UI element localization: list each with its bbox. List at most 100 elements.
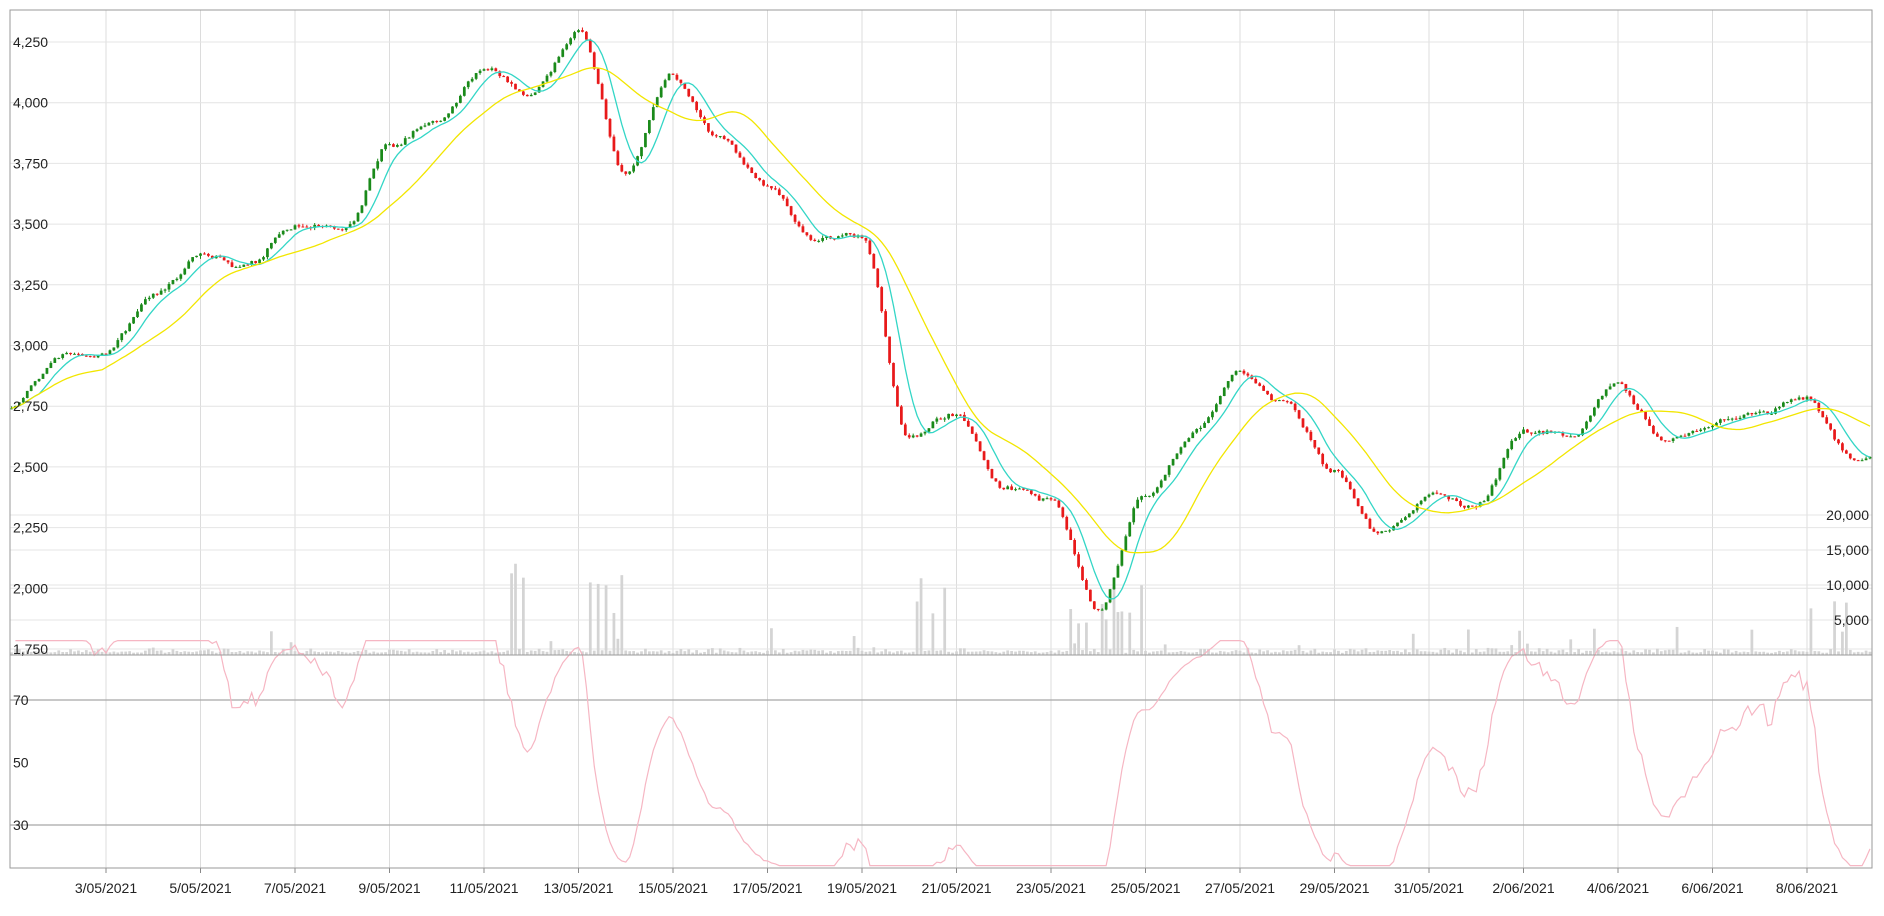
candle-body <box>691 96 695 102</box>
volume-bar <box>1278 652 1281 655</box>
volume-bar <box>1380 650 1384 655</box>
volume-bar <box>1171 652 1175 655</box>
candle-body <box>1215 404 1218 412</box>
candle-body <box>848 233 852 235</box>
volume-bar <box>518 648 521 655</box>
volume-bar <box>1218 650 1222 655</box>
volume-bar <box>970 651 974 655</box>
candle-body <box>1683 435 1687 437</box>
candle-body <box>616 151 620 166</box>
volume-bar <box>1573 652 1577 655</box>
candle-body <box>943 418 947 420</box>
candle-body <box>1533 432 1537 434</box>
candle-body <box>1230 374 1234 382</box>
candle-body <box>1010 486 1013 490</box>
volume-bar <box>695 650 698 655</box>
candle-body <box>1419 500 1423 505</box>
volume-bar <box>451 649 454 655</box>
volume-bar <box>1750 629 1754 655</box>
volume-bar <box>329 651 332 655</box>
volume-bar <box>25 650 29 655</box>
volume-bar <box>703 651 706 655</box>
volume-bar <box>1112 587 1116 655</box>
candle-body <box>1628 390 1632 396</box>
volume-bar <box>281 648 285 655</box>
volume-bar <box>1612 651 1616 655</box>
candle-body <box>880 287 884 312</box>
volume-bar <box>411 652 415 655</box>
volume-bar <box>1297 645 1301 655</box>
candle-body <box>510 82 513 84</box>
candle-body <box>1104 602 1108 610</box>
candle-body <box>1396 522 1399 527</box>
volume-bar <box>490 651 494 655</box>
short-moving-average-line <box>11 39 1871 600</box>
candle-body <box>1624 384 1628 391</box>
volume-bar <box>266 652 269 655</box>
volume-bar <box>947 651 950 655</box>
candle-body <box>1573 436 1577 438</box>
volume-bar <box>600 650 604 655</box>
volume-bar <box>1451 652 1454 655</box>
candle-body <box>754 173 758 178</box>
candle-body <box>305 226 309 228</box>
volume-bar <box>1285 651 1289 655</box>
volume-bar <box>1593 628 1596 655</box>
volume-bar <box>1270 652 1273 655</box>
volume-tick-label: 15,000 <box>1826 542 1869 558</box>
volume-bar <box>632 651 635 655</box>
candle-body <box>1238 370 1242 372</box>
candle-body <box>1289 401 1293 404</box>
candle-body <box>1380 531 1384 534</box>
volume-bar <box>805 650 809 655</box>
volume-bar <box>1175 651 1179 655</box>
candle-body <box>514 83 517 90</box>
candle-body <box>600 83 604 100</box>
volume-bar <box>21 651 25 655</box>
candle-body <box>1648 419 1651 426</box>
volume-bar <box>1628 652 1632 655</box>
candle-body <box>1593 407 1596 416</box>
candle-body <box>1782 402 1785 407</box>
volume-bar <box>482 650 486 655</box>
volume-bar <box>1703 648 1706 655</box>
candle-body <box>207 253 210 256</box>
candle-body <box>947 413 950 419</box>
candle-body <box>1065 516 1069 530</box>
volume-bar <box>1081 650 1084 655</box>
candle-body <box>1600 395 1604 400</box>
candle-body <box>159 290 163 295</box>
candle-body <box>427 122 431 126</box>
candle-body <box>1037 495 1041 501</box>
volume-bar <box>1778 650 1781 655</box>
volume-bar <box>1195 651 1199 655</box>
volume-bar <box>498 652 502 655</box>
candle-body <box>61 354 65 358</box>
volume-bar <box>100 651 104 655</box>
x-tick-label: 29/05/2021 <box>1299 880 1369 896</box>
volume-bar <box>1077 623 1080 655</box>
candle-body <box>140 304 143 312</box>
volume-bar <box>837 651 840 655</box>
volume-bar <box>1695 652 1699 655</box>
x-tick-label: 13/05/2021 <box>543 880 613 896</box>
candle-body <box>1581 428 1584 436</box>
candle-body <box>1848 453 1852 459</box>
x-tick-label: 23/05/2021 <box>1016 880 1086 896</box>
volume-bar <box>628 651 632 655</box>
candle-body <box>1742 414 1746 418</box>
oscillator-tick-label: 50 <box>13 755 29 771</box>
volume-bar <box>1435 652 1439 655</box>
candle-body <box>1864 458 1868 461</box>
volume-bar <box>179 652 183 655</box>
volume-bar <box>317 651 320 655</box>
volume-bar <box>553 650 557 655</box>
volume-bar <box>1352 649 1356 655</box>
volume-bar <box>506 650 509 655</box>
candle-body <box>1852 458 1856 461</box>
candle-body <box>1278 400 1281 402</box>
candle-body <box>738 152 742 158</box>
candle-body <box>1754 412 1758 415</box>
candle-body <box>545 75 549 82</box>
candle-body <box>285 229 289 231</box>
